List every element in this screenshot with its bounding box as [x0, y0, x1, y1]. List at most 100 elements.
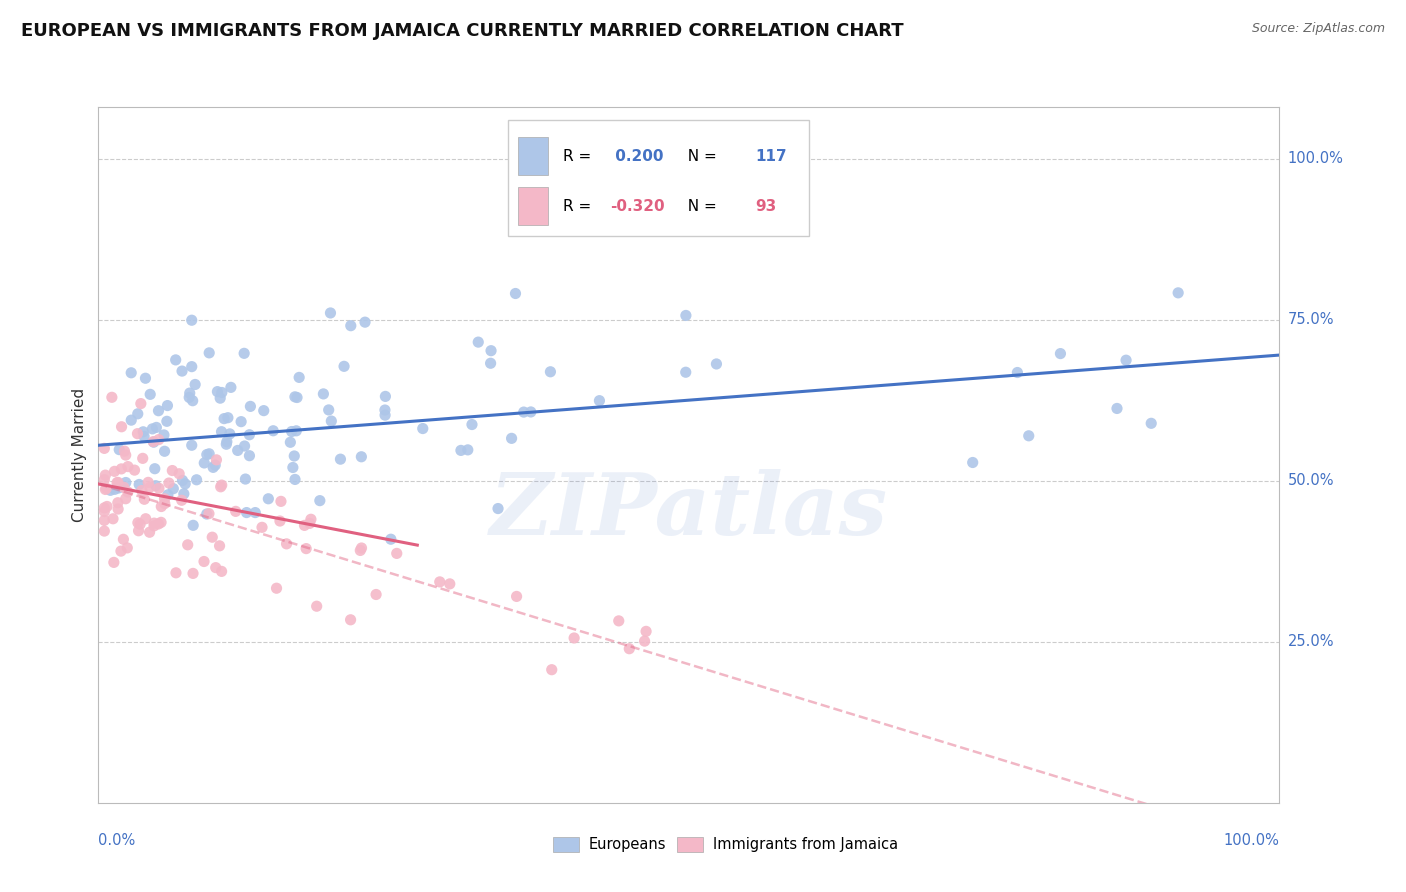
- Point: [239, 400, 262, 414]
- Point: [148, 433, 170, 447]
- Point: [205, 453, 228, 467]
- Point: [96, 481, 118, 495]
- Point: [215, 434, 238, 449]
- Text: Source: ZipAtlas.com: Source: ZipAtlas.com: [1251, 22, 1385, 36]
- Point: [562, 631, 585, 645]
- Y-axis label: Currently Married: Currently Married: [72, 388, 87, 522]
- Point: [204, 560, 226, 574]
- Point: [238, 449, 260, 463]
- Point: [607, 614, 630, 628]
- Point: [588, 393, 610, 408]
- Point: [217, 410, 239, 425]
- Point: [153, 491, 176, 506]
- Point: [633, 634, 655, 648]
- Point: [706, 357, 728, 371]
- Point: [172, 474, 194, 488]
- Point: [269, 514, 291, 528]
- Point: [280, 425, 302, 439]
- Point: [298, 516, 321, 531]
- Point: [538, 365, 561, 379]
- Point: [198, 447, 221, 461]
- Text: 0.200: 0.200: [610, 149, 664, 163]
- Text: Europeans: Europeans: [589, 837, 666, 852]
- Point: [93, 504, 115, 518]
- Point: [180, 359, 202, 374]
- Point: [103, 555, 125, 569]
- Point: [110, 462, 132, 476]
- Point: [142, 435, 165, 450]
- Point: [211, 425, 233, 439]
- Point: [93, 473, 115, 487]
- Point: [675, 365, 697, 379]
- Point: [295, 541, 318, 556]
- Text: 100.0%: 100.0%: [1223, 833, 1279, 848]
- Point: [349, 543, 371, 558]
- Point: [148, 403, 170, 417]
- Point: [284, 472, 307, 486]
- Point: [212, 411, 235, 425]
- Point: [962, 455, 984, 469]
- Text: R =: R =: [562, 149, 596, 163]
- Point: [284, 390, 307, 404]
- Point: [257, 491, 280, 506]
- Point: [117, 459, 139, 474]
- Point: [1007, 366, 1029, 380]
- Point: [339, 318, 361, 333]
- Text: R =: R =: [562, 199, 596, 214]
- Point: [132, 451, 155, 466]
- Point: [145, 478, 167, 492]
- Point: [112, 533, 135, 547]
- Point: [143, 461, 166, 475]
- Point: [467, 335, 489, 350]
- Point: [253, 403, 276, 417]
- Text: N =: N =: [678, 199, 721, 214]
- Point: [128, 524, 150, 538]
- Point: [294, 518, 316, 533]
- Point: [1105, 401, 1128, 416]
- Point: [233, 346, 256, 360]
- Point: [195, 448, 218, 462]
- Point: [104, 483, 127, 497]
- Point: [124, 463, 146, 477]
- Point: [350, 541, 373, 555]
- Point: [280, 435, 302, 450]
- Point: [101, 512, 124, 526]
- Text: 93: 93: [755, 199, 776, 214]
- Point: [211, 565, 233, 579]
- Point: [619, 641, 641, 656]
- Point: [179, 391, 201, 405]
- Point: [114, 448, 136, 462]
- Point: [354, 315, 377, 329]
- Point: [93, 500, 115, 515]
- Point: [305, 599, 328, 614]
- Point: [364, 587, 387, 601]
- Point: [131, 483, 153, 498]
- FancyBboxPatch shape: [517, 137, 548, 175]
- Point: [107, 502, 129, 516]
- Point: [193, 456, 215, 470]
- Point: [412, 421, 434, 435]
- Point: [148, 516, 170, 531]
- Point: [450, 443, 472, 458]
- Text: 117: 117: [755, 149, 787, 163]
- Point: [204, 458, 226, 472]
- FancyBboxPatch shape: [508, 120, 810, 235]
- Point: [1140, 417, 1163, 431]
- Point: [350, 450, 373, 464]
- Point: [180, 313, 202, 327]
- Point: [174, 476, 197, 491]
- Point: [1115, 353, 1137, 368]
- Text: EUROPEAN VS IMMIGRANTS FROM JAMAICA CURRENTLY MARRIED CORRELATION CHART: EUROPEAN VS IMMIGRANTS FROM JAMAICA CURR…: [21, 22, 904, 40]
- Point: [129, 396, 152, 410]
- Point: [139, 387, 162, 401]
- Point: [209, 391, 232, 405]
- Point: [162, 464, 184, 478]
- Point: [211, 478, 233, 492]
- Point: [150, 500, 173, 514]
- Point: [110, 544, 132, 558]
- Point: [439, 577, 461, 591]
- Point: [179, 386, 201, 401]
- Point: [138, 525, 160, 540]
- FancyBboxPatch shape: [553, 837, 579, 852]
- Text: ZIPatlas: ZIPatlas: [489, 469, 889, 552]
